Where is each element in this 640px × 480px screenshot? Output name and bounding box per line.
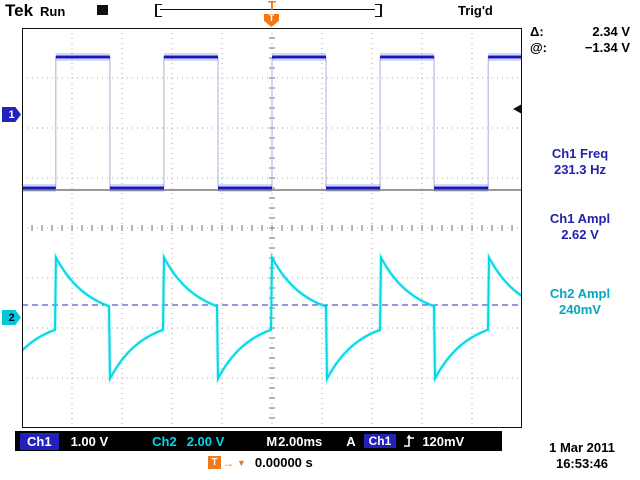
measurement-ch2-ampl: Ch2 Ampl 240mV: [524, 286, 636, 318]
measurement-ch1-freq: Ch1 Freq 231.3 Hz: [524, 146, 636, 178]
measurement-label: Ch1 Ampl: [549, 211, 611, 226]
cursor-delta-value: 2.34 V: [592, 24, 630, 39]
graticule: [20, 27, 524, 429]
ch1-scale-badge: Ch1: [20, 432, 59, 450]
acquisition-mode-icon: [97, 5, 108, 15]
cursor-delta-row: Δ: 2.34 V: [524, 24, 636, 40]
measurement-label: Ch1 Freq: [551, 146, 609, 161]
measurement-ch1-ampl: Ch1 Ampl 2.62 V: [524, 211, 636, 243]
cursor-delta-label: Δ:: [530, 24, 544, 39]
trigger-top-t-label: T: [268, 0, 276, 13]
record-view-left-bracket: [155, 4, 162, 17]
trigger-level-value: 120mV: [422, 433, 465, 449]
measurement-label: Ch2 Ampl: [549, 286, 611, 301]
ch2-scale-label: Ch2: [152, 433, 177, 449]
brand-logo: Tek: [5, 1, 34, 20]
timebase-value: 2.00ms: [278, 433, 323, 449]
trigger-t-icon: T: [208, 456, 221, 469]
ch1-marker-label: 1: [8, 108, 15, 121]
rising-edge-icon: [404, 434, 415, 447]
datetime: 1 Mar 2011 16:53:46: [530, 440, 634, 472]
status-bar: Ch1 1.00 V Ch2 2.00 V M 2.00ms A Ch1 120…: [15, 431, 502, 451]
time-label: 16:53:46: [555, 456, 609, 471]
record-view-bar: [160, 9, 375, 10]
trigger-source-badge: Ch1: [363, 434, 397, 448]
arrow-right-icon: →: [222, 455, 234, 470]
trigger-status: Trig'd: [458, 3, 493, 18]
trigger-position-value: 0.00000 s: [254, 455, 313, 470]
date-label: 1 Mar 2011: [549, 440, 615, 455]
record-view-right-bracket: [375, 4, 382, 17]
ch2-scale-value: 2.00 V: [186, 433, 225, 449]
measurement-value: 240mV: [559, 302, 601, 317]
waveform-plot: [20, 27, 524, 429]
timebase-label: M: [266, 433, 278, 449]
measurement-value: 231.3 Hz: [553, 162, 607, 177]
cursor-at-label: @:: [530, 40, 548, 55]
cursor-at-value: −1.34 V: [584, 40, 630, 55]
cursor-at-row: @: −1.34 V: [524, 40, 636, 56]
cursor-readout: Δ: 2.34 V @: −1.34 V: [524, 24, 636, 56]
acquisition-state: Run: [40, 4, 66, 19]
arrow-down-icon: ▼: [237, 457, 246, 468]
ch1-marker: 1: [2, 107, 21, 122]
trigger-position-readout: T → ▼ 0.00000 s: [208, 455, 313, 470]
trigger-level-arrow-icon: [513, 104, 522, 114]
trigger-position-marker-icon: T: [264, 14, 279, 27]
ch1-scale-value: 1.00 V: [70, 433, 109, 449]
measurement-value: 2.62 V: [561, 227, 599, 242]
ch2-marker: 2: [2, 310, 21, 325]
ch2-marker-label: 2: [8, 311, 15, 324]
trigger-mode-label: A: [346, 433, 356, 449]
trigger-position-marker-label: T: [268, 13, 275, 23]
